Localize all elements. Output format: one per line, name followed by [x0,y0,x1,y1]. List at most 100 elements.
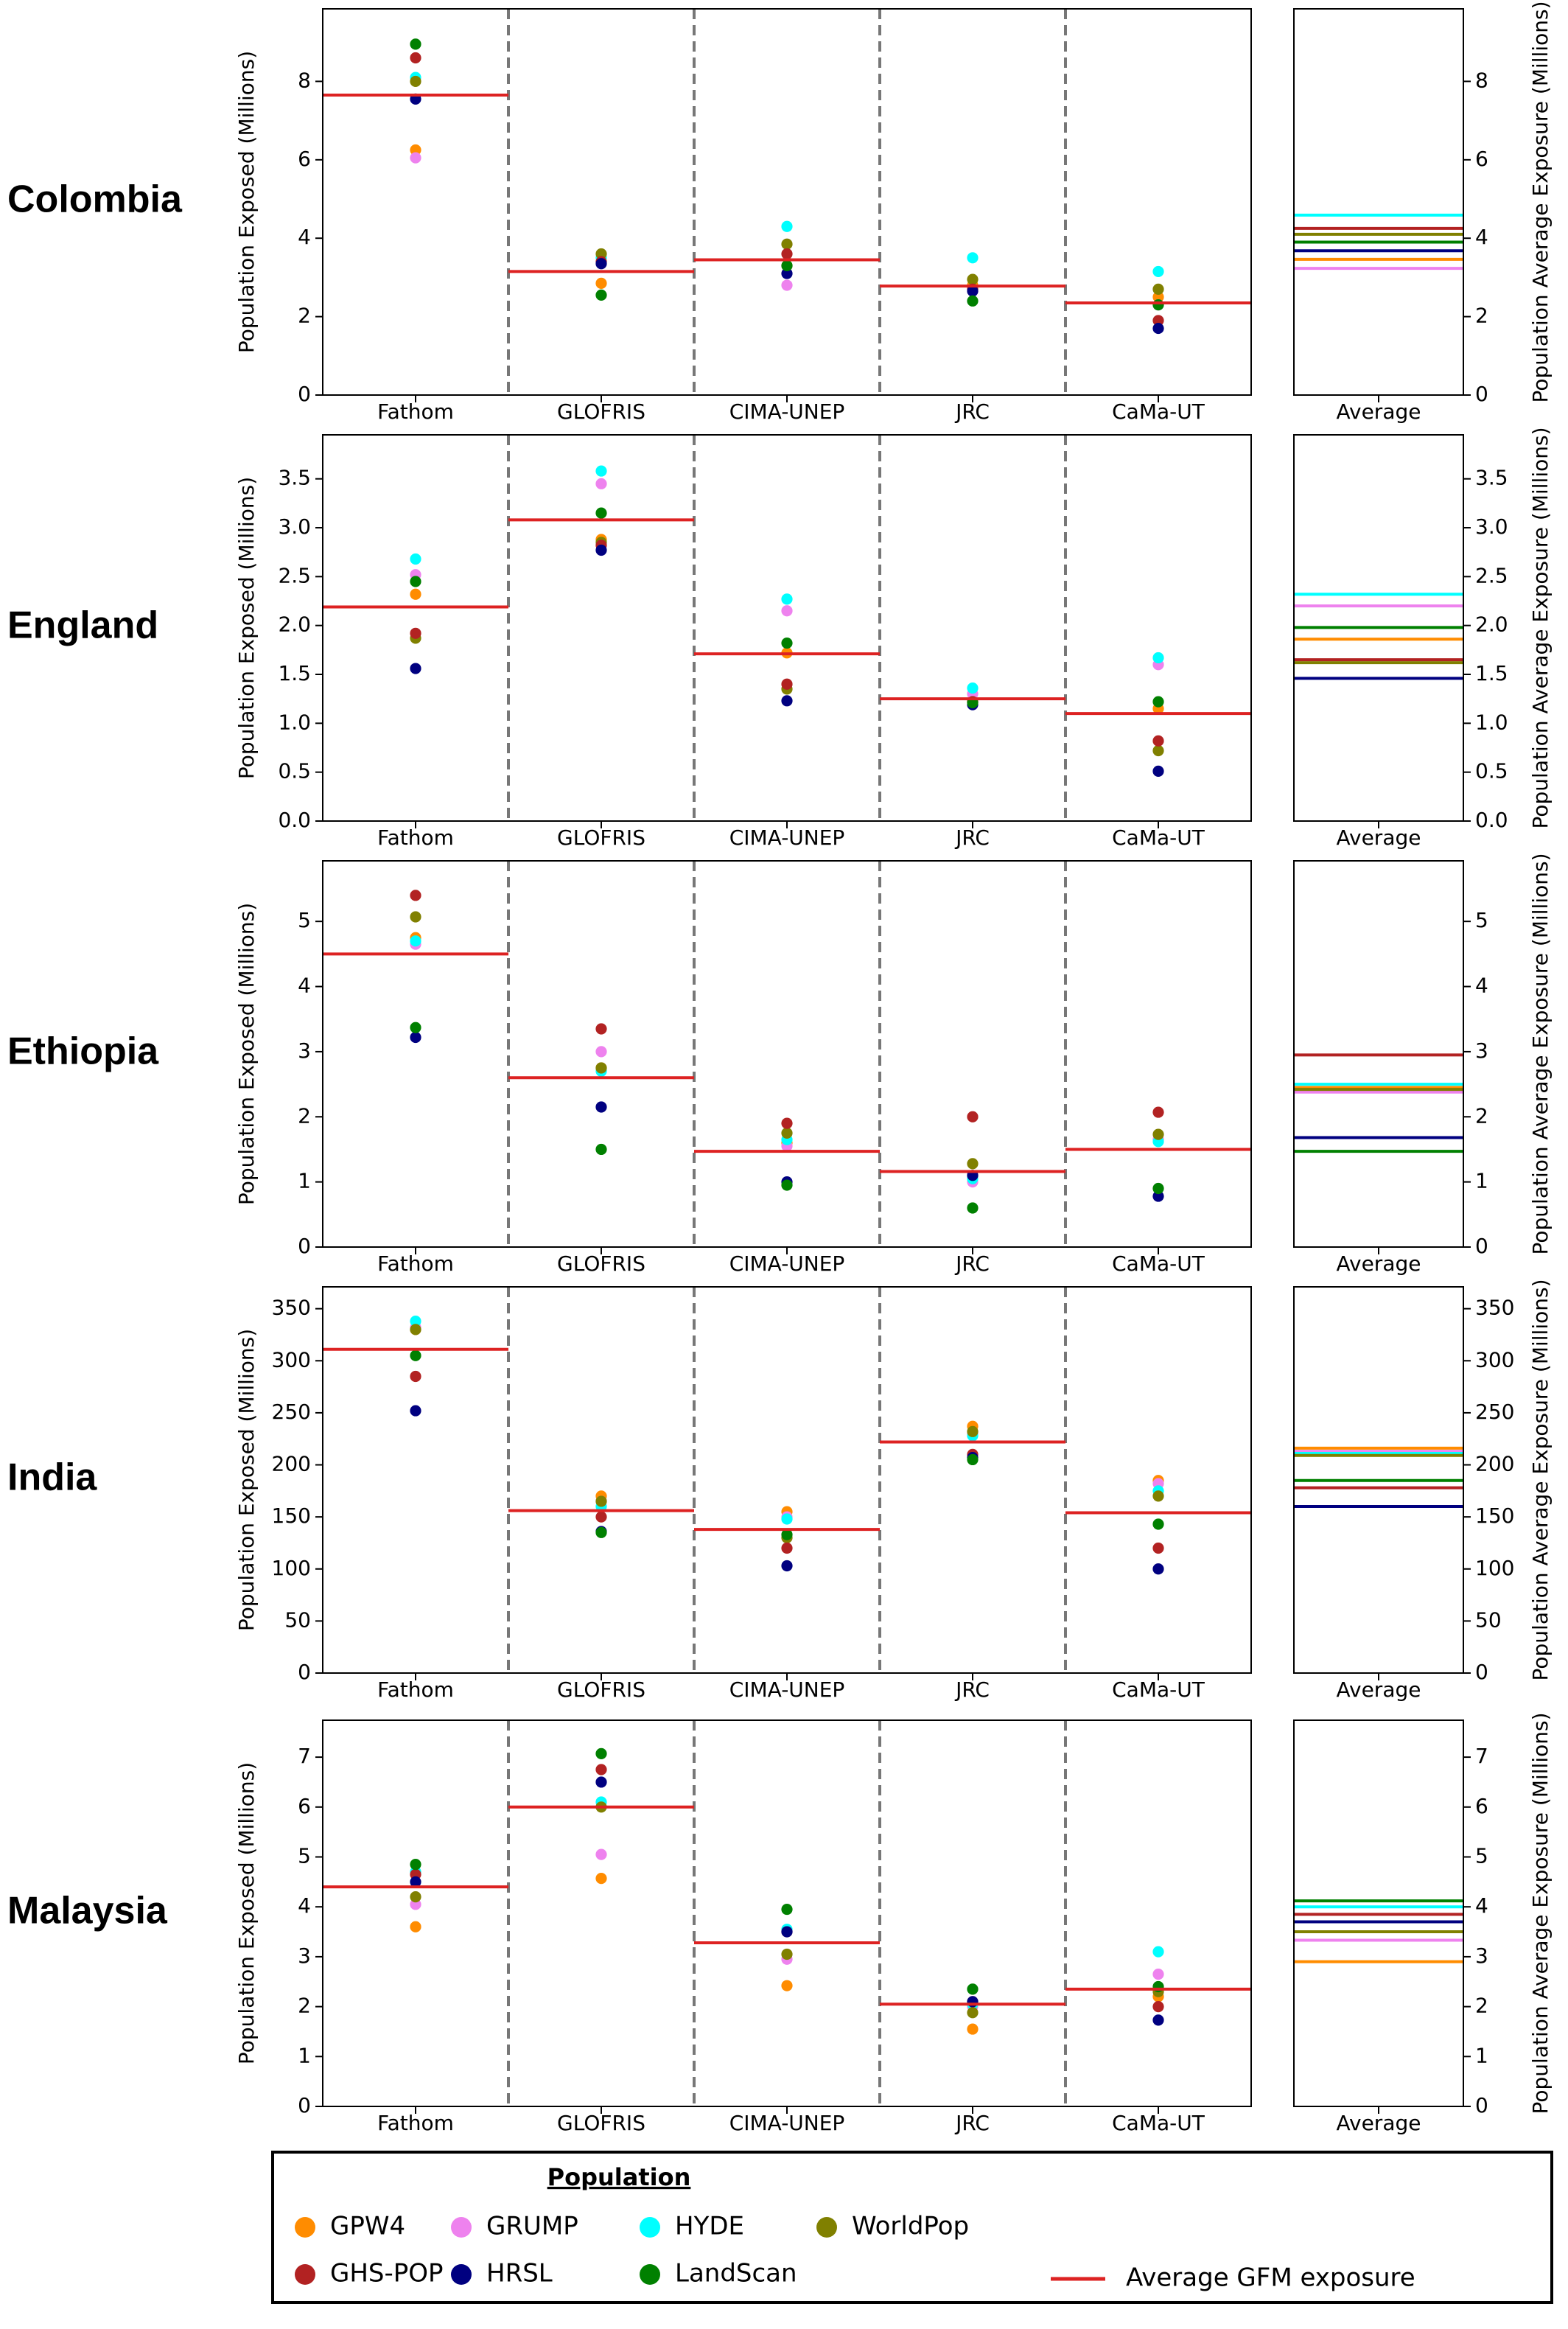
data-point [967,1983,979,1995]
data-point [410,1921,421,1932]
data-point [781,220,793,232]
x-tick-label: CaMa-UT [1112,399,1205,424]
x-tick-label: CIMA-UNEP [729,1251,845,1276]
average-frame [1293,1719,1464,2107]
y2-tick-label: 0 [1475,382,1488,406]
y-tick-label: 1 [298,2043,311,2067]
legend-title: Population [547,2163,691,2191]
data-point [595,544,607,556]
data-point [967,1202,979,1214]
data-point [1152,1128,1164,1140]
y2-tick-label: 50 [1475,1607,1502,1632]
x-tick-label: Fathom [377,399,454,424]
data-point [967,1158,979,1170]
x-tick-label: GLOFRIS [557,2111,645,2135]
data-point [967,682,979,694]
y-tick-label: 4 [298,1893,311,1918]
y2-tick-label: 2.0 [1475,612,1508,637]
x-tick-label: CIMA-UNEP [729,825,845,850]
y-tick-label: 3.5 [278,466,311,490]
y2-tick-label: 4 [1475,1893,1488,1918]
x-tick-label: GLOFRIS [557,825,645,850]
x-tick-label: CaMa-UT [1112,1677,1205,1702]
data-point [967,2023,979,2035]
legend-line-label: Average GFM exposure [1126,2263,1415,2293]
legend-marker [640,2264,660,2285]
plot-frame [322,860,1252,1248]
y-tick-label: 0.5 [278,759,311,783]
data-point [1152,735,1164,747]
data-point [1152,315,1164,327]
data-point [1152,265,1164,278]
y-tick-label: 0 [298,1234,311,1258]
x-tick-label: JRC [954,2111,990,2135]
y-tick-label: 8 [298,68,311,92]
data-point [410,553,421,565]
data-point [595,248,607,260]
y2-tick-label: 5 [1475,1843,1488,1868]
y2-tick-label: 3 [1475,1944,1488,1968]
y2-tick-label: 6 [1475,1794,1488,1818]
data-point [595,289,607,301]
y2-tick-label: 150 [1475,1504,1514,1528]
plot-frame [322,8,1252,396]
y2-tick-label: 4 [1475,225,1488,249]
y2-axis-label: Population Average Exposure (Millions) [1528,1712,1553,2114]
x-tick-label: JRC [954,399,990,424]
legend-marker [451,2264,472,2285]
legend-label: HRSL [486,2259,553,2288]
y-tick-label: 150 [272,1504,311,1528]
data-point [410,627,421,639]
data-point [410,1891,421,1903]
data-point [781,1513,793,1525]
data-point [595,507,607,519]
x-tick-label: GLOFRIS [557,1677,645,1702]
y-tick-label: 2 [298,304,311,328]
data-point [595,1873,607,1885]
x-tick-label: Average [1337,1677,1421,1702]
data-point [781,678,793,690]
data-point [781,1179,793,1191]
y2-tick-label: 1 [1475,1169,1488,1193]
data-point [1152,1490,1164,1502]
data-point [781,695,793,707]
data-point [1152,291,1164,303]
data-point [595,465,607,477]
average-frame [1293,434,1464,822]
country-label: England [7,604,158,647]
y2-tick-label: 0.5 [1475,759,1508,783]
data-point [1152,696,1164,708]
country-label: Colombia [7,178,183,221]
x-tick-label: Fathom [377,1251,454,1276]
legend-marker [295,2264,315,2285]
y-tick-label: 1.5 [278,661,311,685]
y2-axis-label: Population Average Exposure (Millions) [1528,1,1553,402]
data-point [595,258,607,270]
data-point [410,1324,421,1335]
y-tick-label: 2 [298,1103,311,1128]
data-point [595,1046,607,1058]
y2-tick-label: 300 [1475,1347,1514,1372]
data-point [781,1117,793,1129]
data-point [410,1031,421,1044]
data-point [1152,1182,1164,1195]
data-point [781,248,793,260]
data-point [1152,652,1164,664]
legend-marker [816,2217,837,2238]
data-point [781,279,793,291]
data-point [410,52,421,64]
data-point [967,1453,979,1466]
y-tick-label: 0 [298,2093,311,2117]
y2-tick-label: 1.5 [1475,661,1508,685]
y-tick-label: 2 [298,1994,311,2018]
data-point [781,1903,793,1916]
data-point [1152,744,1164,757]
legend-marker [295,2217,315,2238]
y2-tick-label: 0 [1475,2093,1488,2117]
y2-axis-label: Population Average Exposure (Millions) [1528,427,1553,828]
y-tick-label: 0 [298,1660,311,1684]
data-point [967,252,979,264]
x-tick-label: CIMA-UNEP [729,2111,845,2135]
data-point [781,1542,793,1554]
y2-tick-label: 200 [1475,1452,1514,1476]
